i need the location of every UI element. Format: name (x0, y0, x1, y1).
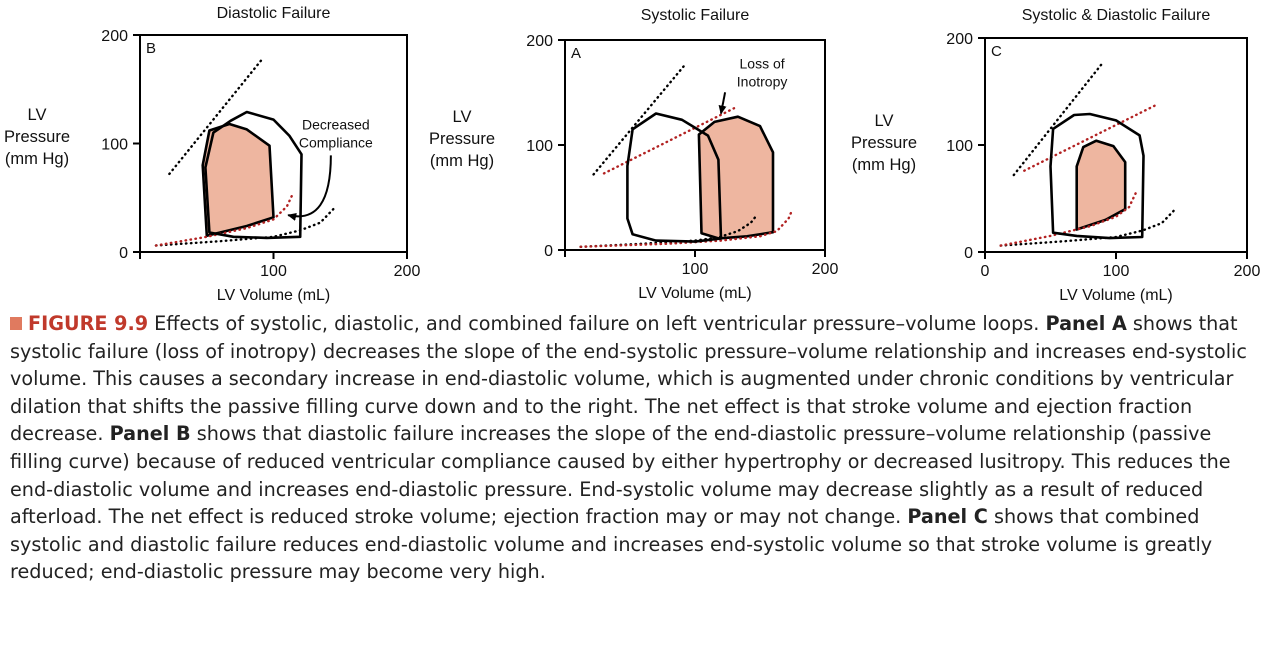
systolic-y-tick-label: 100 (526, 138, 553, 155)
combined-x-tick-label: 200 (1234, 263, 1261, 280)
caption-panel-c-text: shows that combined systolic and diastol… (10, 505, 1213, 584)
systolic-x-axis-label: LV Volume (mL) (638, 285, 752, 302)
diastolic-x-tick-label: 100 (260, 263, 287, 280)
figure-chart-area: Diastolic Failure B LV Pressure (mm Hg) LV Vo… (4, 5, 1260, 304)
combined-failure-espvr (1023, 104, 1157, 172)
diastolic-y-tick-label: 200 (101, 28, 128, 45)
systolic-chart-title: Systolic Failure (641, 7, 750, 24)
combined-normal-edpvr (999, 206, 1178, 247)
diastolic-panel: Diastolic Failure B LV Pressure (mm Hg) LV Vo… (4, 5, 420, 304)
systolic-normal-espvr (592, 63, 686, 176)
caption-intro: Effects of systolic, diastolic, and comb… (154, 312, 1040, 335)
diastolic-y-tick-label: 0 (119, 245, 128, 262)
systolic-x-tick-label: 100 (682, 261, 709, 278)
caption-panel-b-text: shows that diastolic failure increases t… (10, 422, 1231, 529)
combined-x-tick-label: 0 (981, 263, 990, 280)
diastolic-failure-edpvr (154, 191, 295, 247)
combined-y-tick-label: 0 (964, 245, 973, 262)
systolic-panel: Systolic Failure A LV Pressure (mm Hg) LV Vol… (429, 7, 838, 302)
combined-y-tick-label: 200 (946, 31, 973, 48)
combined-y-tick-label: 100 (946, 138, 973, 155)
diastolic-normal-loop (204, 110, 303, 240)
systolic-failure-edpvr (579, 207, 794, 249)
systolic-normal-loop (626, 112, 723, 243)
caption-panel-a-label: Panel A (1045, 312, 1127, 335)
diastolic-failure-loop (201, 122, 275, 237)
systolic-y-tick-label: 0 (544, 243, 553, 260)
combined-normal-espvr (1012, 61, 1105, 177)
diastolic-y-axis-label: LV Pressure (mm Hg) (4, 106, 70, 168)
combined-chart-title: Systolic & Diastolic Failure (1022, 7, 1211, 24)
systolic-y-axis-label: LV Pressure (mm Hg) (429, 108, 495, 170)
diastolic-x-tick-label: 200 (394, 263, 421, 280)
figure-marker-square (10, 317, 22, 330)
figure-caption: FIGURE 9.9 Effects of systolic, diastolic… (10, 310, 1262, 586)
systolic-annotation-arrow (718, 92, 727, 115)
systolic-panel-label: A (571, 45, 581, 62)
combined-panel-label: C (991, 43, 1002, 60)
combined-plot-frame (984, 37, 1248, 253)
combined-failure-loop (1075, 139, 1127, 231)
combined-failure-edpvr (999, 191, 1137, 247)
combined-y-axis-label: LV Pressure (mm Hg) (851, 112, 917, 174)
caption-panel-c-label: Panel C (907, 505, 988, 529)
systolic-failure-loop (697, 115, 775, 240)
diastolic-normal-espvr (168, 58, 263, 176)
systolic-annotation-text: Loss of Inotropy (737, 55, 788, 89)
diastolic-normal-edpvr (154, 206, 337, 247)
systolic-failure-espvr (602, 107, 736, 175)
diastolic-x-axis-label: LV Volume (mL) (217, 287, 331, 304)
diastolic-annotation-arrow (287, 155, 332, 221)
systolic-x-tick-label: 200 (812, 261, 839, 278)
combined-normal-loop (1049, 112, 1145, 240)
combined-x-axis-label: LV Volume (mL) (1059, 287, 1173, 304)
diastolic-annotation-text: Decreased Compliance (299, 116, 373, 150)
systolic-plot-frame (564, 39, 826, 251)
caption-panel-b-label: Panel B (109, 422, 191, 446)
systolic-y-tick-label: 200 (526, 33, 553, 50)
caption-panel-a-text: shows that systolic failure (loss of ino… (10, 312, 1247, 446)
systolic-normal-edpvr (579, 213, 759, 249)
diastolic-panel-label: B (146, 40, 156, 57)
diastolic-y-tick-label: 100 (101, 137, 128, 154)
combined-panel: Systolic & Diastolic Failure C LV Pressure(… (851, 7, 1260, 304)
combined-x-tick-label: 100 (1103, 263, 1130, 280)
figure-label: FIGURE 9.9 (28, 312, 149, 335)
diastolic-chart-title: Diastolic Failure (217, 5, 331, 22)
